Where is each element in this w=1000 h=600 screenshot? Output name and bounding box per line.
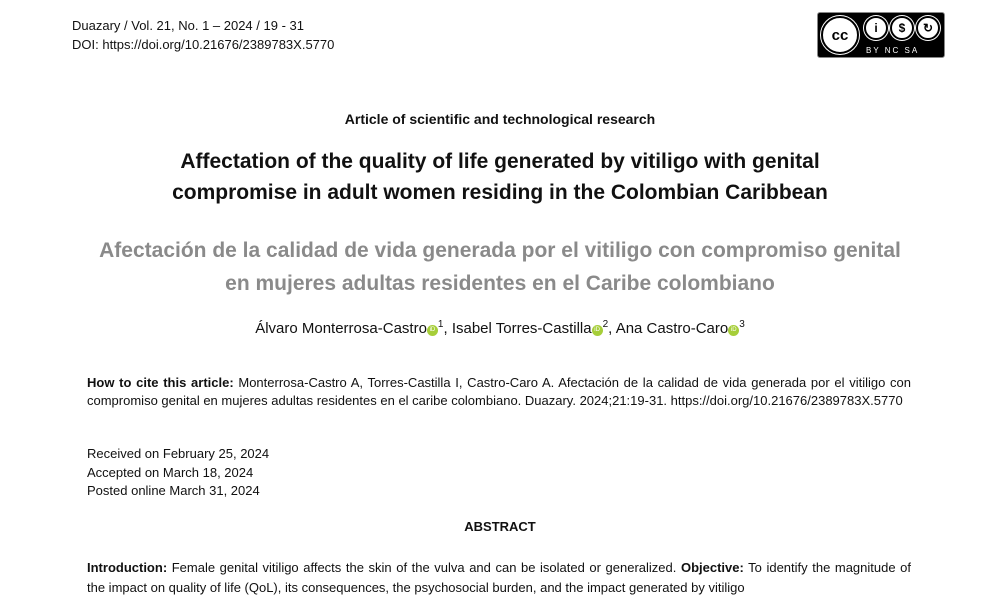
doi-line: DOI: https://doi.org/10.21676/2389783X.5… — [72, 37, 335, 52]
title-en-text: Affectation of the quality of life gener… — [172, 150, 828, 204]
how-to-cite: How to cite this article: Monterrosa-Cas… — [87, 374, 911, 409]
publication-dates: Received on February 25, 2024 Accepted o… — [87, 445, 269, 501]
orcid-icon[interactable]: iD — [426, 325, 438, 336]
objective-text: To identify the magnitude of the impact … — [87, 560, 911, 595]
license-labels: BY NC SA — [866, 46, 920, 55]
separator: , — [608, 320, 616, 337]
cc-license-badge[interactable]: cc i $ ↻ BY NC SA — [817, 12, 945, 58]
accepted-date: Accepted on March 18, 2024 — [87, 464, 254, 480]
cite-label: How to cite this article: — [87, 375, 234, 390]
intro-text: Female genital vitiligo affects the skin… — [167, 560, 681, 575]
objective-label: Objective: — [680, 560, 744, 575]
orcid-icon[interactable]: iD — [728, 325, 740, 336]
author-list: Álvaro Monterrosa-Castro iD 1, Isabel Torr… — [0, 319, 1000, 337]
abstract-heading: ABSTRACT — [464, 519, 536, 534]
title-es-text: Afectación de la calidad de vida generad… — [99, 239, 901, 295]
journal-header: Duazary / Vol. 21, No. 1 – 2024 / 19 - 3… — [72, 16, 334, 54]
author-name: Álvaro Monterrosa-Castro — [255, 320, 427, 337]
received-date: Received on February 25, 2024 — [87, 446, 270, 461]
posted-date: Posted online March 31, 2024 — [87, 483, 260, 498]
intro-label: Introduction: — [87, 560, 168, 575]
author-name: Isabel Torres-Castilla — [451, 320, 592, 337]
cite-text: Monterrosa-Castro A, Torres-Castilla I, … — [87, 375, 911, 408]
affiliation-marker: 1 — [437, 319, 444, 330]
cc-icon: cc — [821, 16, 859, 54]
nc-icon: $ — [890, 16, 914, 40]
affiliation-marker: 3 — [739, 319, 745, 330]
title-english: Affectation of the quality of life gener… — [0, 146, 1000, 208]
sa-icon: ↻ — [916, 16, 940, 40]
by-icon: i — [864, 16, 888, 40]
affiliation-marker: 2 — [602, 319, 609, 330]
title-spanish: Afectación de la calidad de vida generad… — [0, 234, 1000, 300]
separator: , — [443, 320, 452, 337]
orcid-icon[interactable]: iD — [591, 325, 603, 336]
journal-line: Duazary / Vol. 21, No. 1 – 2024 / 19 - 3… — [72, 18, 304, 33]
abstract-text: Introduction: Female genital vitiligo af… — [87, 558, 911, 598]
author-name: Ana Castro-Caro — [615, 320, 729, 337]
article-type: Article of scientific and technological … — [344, 111, 656, 127]
